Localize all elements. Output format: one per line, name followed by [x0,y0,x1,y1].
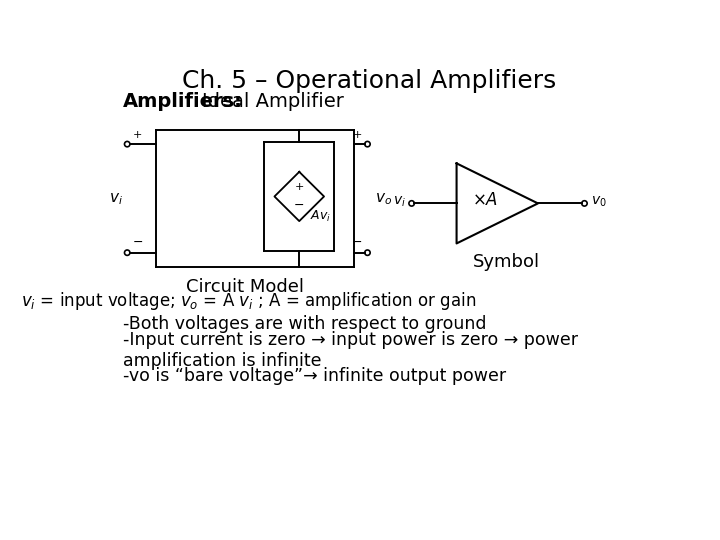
Text: $Av_i$: $Av_i$ [310,209,331,224]
Text: -Both voltages are with respect to ground: -Both voltages are with respect to groun… [122,315,486,333]
Text: +: + [353,130,362,140]
Text: $v_0$: $v_0$ [590,194,606,209]
Text: $v_i$ = input voltage; $v_o$ = A $v_i$ ; A = amplification or gain: $v_i$ = input voltage; $v_o$ = A $v_i$ ;… [22,289,477,312]
Text: $\times A$: $\times A$ [472,191,498,208]
Text: Circuit Model: Circuit Model [186,278,304,296]
Text: Ideal Amplifier: Ideal Amplifier [202,92,344,111]
Text: −: − [294,199,305,212]
Text: -vo is “bare voltage”→ infinite output power: -vo is “bare voltage”→ infinite output p… [122,367,505,384]
Text: +: + [294,182,304,192]
Text: -Input current is zero → input power is zero → power
amplification is infinite: -Input current is zero → input power is … [122,331,577,370]
Text: Symbol: Symbol [472,253,540,272]
Text: $v_o$: $v_o$ [375,191,392,207]
Text: $v_i$: $v_i$ [392,194,405,209]
Text: Ch. 5 – Operational Amplifiers: Ch. 5 – Operational Amplifiers [182,69,556,93]
Text: −: − [351,236,362,249]
Text: $v_i$: $v_i$ [109,191,122,207]
Text: −: − [132,236,143,249]
Text: +: + [132,130,142,140]
Text: Amplifiers:: Amplifiers: [122,92,243,111]
